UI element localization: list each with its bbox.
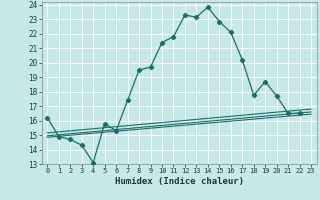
X-axis label: Humidex (Indice chaleur): Humidex (Indice chaleur): [115, 177, 244, 186]
